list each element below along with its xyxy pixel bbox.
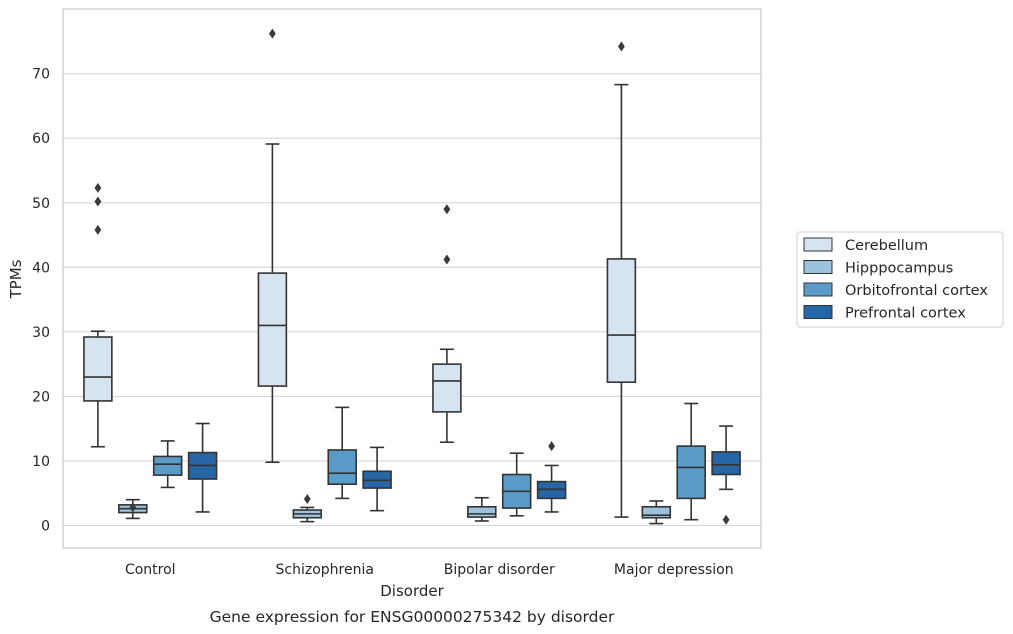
- box-0-1: [118, 498, 148, 520]
- y-axis-label: TPMs: [7, 259, 25, 299]
- box-iqr: [327, 449, 357, 485]
- box-iqr: [676, 445, 706, 500]
- legend-entry-label: Orbitofrontal cortex: [845, 283, 988, 299]
- x-tick-label: Major depression: [614, 562, 734, 578]
- y-tick-label: 40: [32, 260, 50, 276]
- legend-frame: [796, 231, 1004, 328]
- x-tick-label: Control: [125, 562, 176, 578]
- box-3-1: [641, 500, 672, 525]
- x-tick-label: Bipolar disorder: [444, 562, 555, 578]
- box-0-3: [187, 422, 218, 513]
- outlier-point: [443, 204, 451, 215]
- box-iqr: [432, 363, 462, 413]
- outlier-point: [722, 514, 730, 525]
- box-3-3: [711, 425, 741, 525]
- box-iqr: [152, 455, 183, 476]
- box-1-1: [292, 494, 323, 523]
- box-iqr: [641, 505, 672, 519]
- y-tick-labels: 0 10 20 30 40 50 60 70: [32, 67, 50, 535]
- legend-entry-label: Cerebellum: [845, 238, 928, 254]
- outlier-point: [94, 182, 102, 193]
- box-3-0: [606, 41, 637, 518]
- box-2-1: [467, 496, 497, 522]
- figure-caption: Gene expression for ENSG00000275342 by d…: [210, 608, 615, 626]
- x-tick-labels: Control Schizophrenia Bipolar disorder Majo…: [125, 562, 734, 578]
- legend-swatch: [803, 282, 833, 297]
- outlier-point: [129, 502, 137, 513]
- legend-swatch: [803, 237, 833, 252]
- box-layer: [83, 28, 741, 525]
- y-tick-label: 0: [41, 519, 50, 535]
- y-tick-label: 30: [32, 325, 50, 341]
- legend-swatch: [803, 305, 833, 319]
- legend: Cerebellum Hipppocampus Orbitofrontal cort…: [796, 231, 1004, 328]
- box-iqr: [606, 258, 637, 383]
- box-2-2: [501, 452, 532, 517]
- y-tick-label: 20: [32, 389, 50, 405]
- legend-entry-label: Prefrontal cortex: [845, 306, 966, 322]
- outlier-point: [548, 441, 555, 452]
- box-1-2: [327, 406, 357, 500]
- y-tick-label: 50: [32, 196, 50, 212]
- legend-entry-label: Hipppocampus: [845, 261, 953, 277]
- legend-swatch: [803, 260, 833, 274]
- box-2-3: [536, 441, 567, 513]
- outlier-point: [618, 41, 625, 52]
- box-1-0: [257, 28, 288, 464]
- box-3-2: [676, 402, 706, 521]
- y-tick-label: 10: [32, 454, 50, 470]
- outlier-point: [303, 494, 311, 505]
- y-tick-label: 70: [32, 67, 50, 83]
- outlier-point: [94, 196, 102, 207]
- box-iqr: [711, 451, 741, 476]
- box-0-2: [152, 440, 183, 489]
- box-1-3: [362, 446, 392, 512]
- box-iqr: [257, 272, 288, 387]
- x-tick-label: Schizophrenia: [276, 562, 374, 578]
- outlier-point: [269, 28, 276, 39]
- box-iqr: [467, 505, 497, 518]
- box-0-0: [83, 182, 113, 448]
- y-tick-label: 60: [32, 131, 50, 147]
- plot-frame: [62, 8, 762, 549]
- box-2-0: [432, 204, 462, 444]
- outlier-point: [94, 224, 102, 235]
- box-iqr: [83, 336, 113, 402]
- outlier-point: [443, 254, 451, 265]
- x-axis-label: Disorder: [380, 582, 444, 600]
